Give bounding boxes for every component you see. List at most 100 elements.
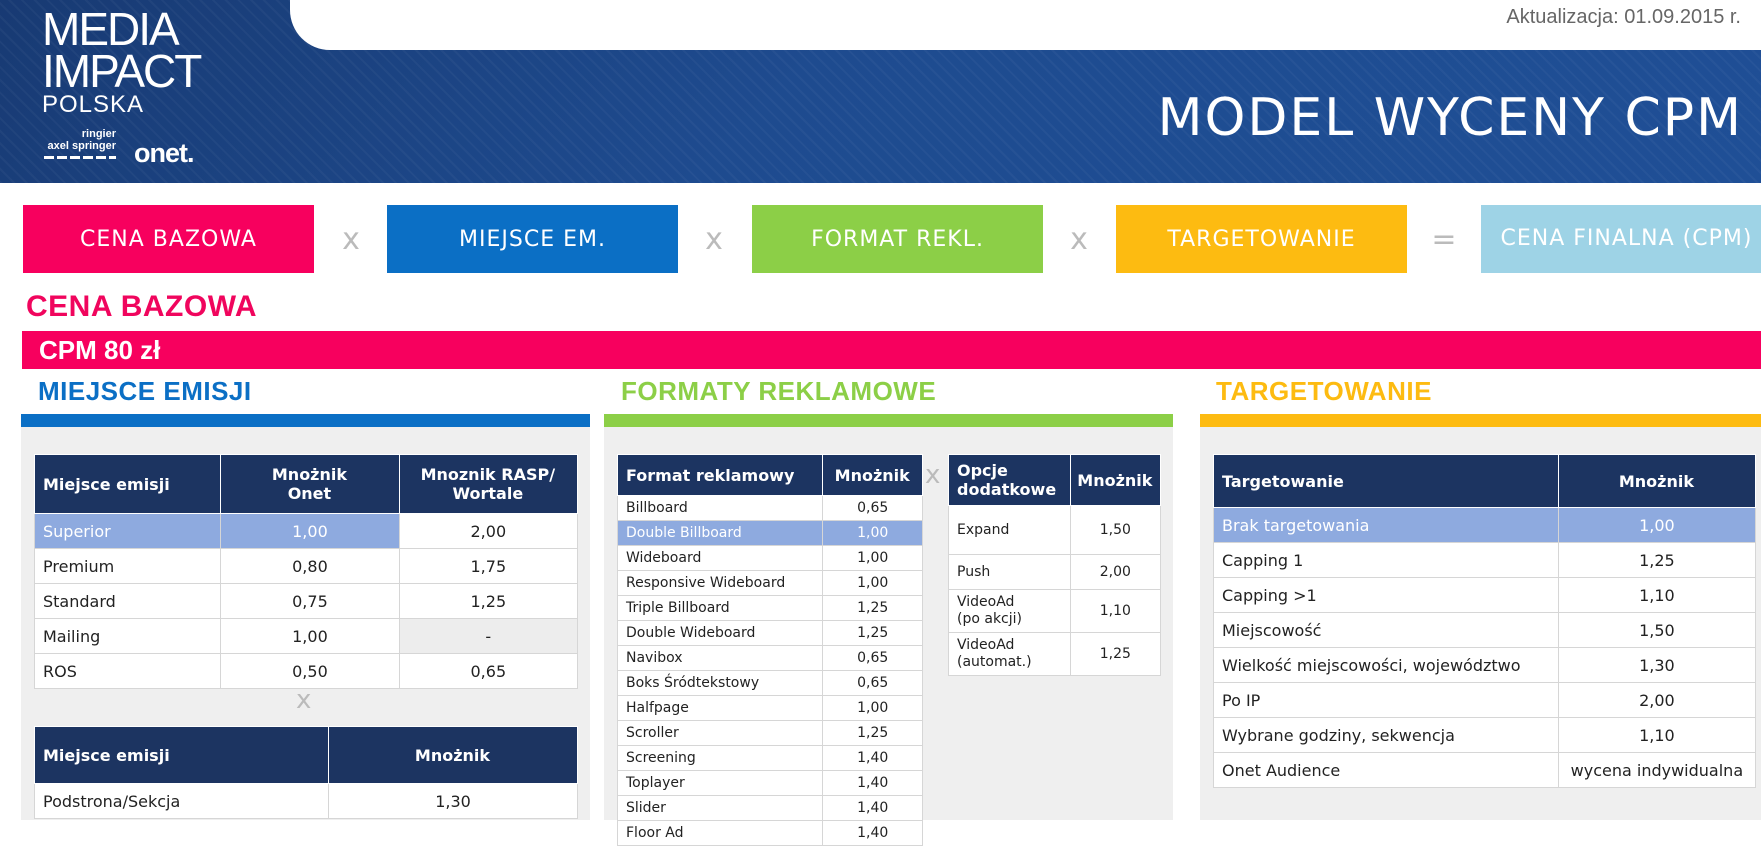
table-cell: - — [398, 618, 579, 654]
table-cell: 1,25 — [822, 720, 923, 746]
table-cell: Scroller — [616, 720, 824, 746]
formaty-operator: x — [925, 460, 941, 490]
table-row: Boks Śródtekstowy 0,65 — [616, 670, 923, 696]
column-header: Mnożnik — [1557, 454, 1757, 508]
logo-axel-springer: axel springer — [47, 140, 116, 152]
formula-box-4: CENA FINALNA (CPM) — [1481, 205, 1761, 273]
formaty-reklamowe-title: FORMATY REKLAMOWE — [621, 376, 937, 406]
table-cell: Onet Audience — [1213, 752, 1559, 788]
column-header: Opcje dodatkowe — [948, 454, 1071, 506]
table-cell: 0,65 — [822, 670, 923, 696]
table-cell: 0,65 — [822, 645, 923, 671]
table-cell: Wybrane godziny, sekwencja — [1213, 717, 1559, 753]
table-cell: 1,00 — [220, 513, 400, 549]
table-cell: ROS — [33, 653, 222, 689]
table-cell: 1,40 — [822, 770, 923, 796]
media-impact-logo: MEDIA IMPACT POLSKA ringier axel springe… — [42, 3, 202, 168]
table-cell: Floor Ad — [616, 820, 824, 846]
table-cell: 0,65 — [822, 495, 923, 521]
miejsce-emisji-table: Miejsce emisji Mnożnik Onet Mnoznik RASP/ … — [33, 454, 579, 689]
table-cell: VideoAd (po akcji) — [948, 589, 1071, 633]
table-cell: Podstrona/Sekcja — [34, 783, 329, 819]
logo-line-media: MEDIA — [42, 3, 180, 55]
header-top-strip — [290, 0, 1761, 50]
table-row: Wybrane godziny, sekwencja 1,10 — [1213, 717, 1757, 753]
table-row: VideoAd (po akcji) 1,10 — [948, 589, 1162, 633]
opcje-dodatkowe-table: Opcje dodatkowe Mnożnik Expand 1,50 Push 2,00… — [948, 454, 1162, 676]
table-cell: 1,40 — [822, 795, 923, 821]
table-cell: VideoAd (automat.) — [948, 632, 1071, 676]
table-row: Slider 1,40 — [616, 795, 923, 821]
table-row: Responsive Wideboard 1,00 — [616, 570, 923, 596]
table-cell: Superior — [33, 513, 222, 549]
cpm-base-price-bar: CPM 80 zł — [22, 331, 1761, 369]
table-cell: 1,25 — [398, 583, 579, 619]
table-cell: Wideboard — [616, 545, 824, 571]
logo-onet: onet. — [134, 138, 194, 168]
table-cell: Standard — [33, 583, 222, 619]
table-cell: Double Billboard — [616, 520, 824, 546]
table-row: Scroller 1,25 — [616, 720, 923, 746]
table-cell: 2,00 — [1557, 682, 1757, 718]
miejsce-emisji-bar — [21, 414, 590, 427]
table-row: Push 2,00 — [948, 554, 1162, 590]
table-cell: wycena indywidualna — [1557, 752, 1757, 788]
update-date: Aktualizacja: 01.09.2015 r. — [1506, 6, 1741, 28]
targetowanie-table: Targetowanie Mnożnik Brak targetowania 1,00… — [1213, 454, 1757, 788]
column-header: Mnoznik RASP/ Wortale — [398, 454, 579, 514]
table-row: Double Wideboard 1,25 — [616, 620, 923, 646]
table-row: Double Billboard 1,00 — [616, 520, 923, 546]
table-cell: Capping 1 — [1213, 542, 1559, 578]
table-cell: 2,00 — [1069, 554, 1162, 590]
column-header: Miejsce emisji — [34, 726, 329, 784]
table-cell: 1,50 — [1557, 612, 1757, 648]
table-cell: Billboard — [616, 495, 824, 521]
table-cell: Triple Billboard — [616, 595, 824, 621]
table-cell: 1,00 — [1557, 507, 1757, 543]
table-cell: 2,00 — [398, 513, 579, 549]
table-cell: Navibox — [616, 645, 824, 671]
table-row: Expand 1,50 — [948, 505, 1162, 555]
formula-box-3: TARGETOWANIE — [1116, 205, 1407, 273]
table-cell: 1,30 — [1557, 647, 1757, 683]
table-row: Navibox 0,65 — [616, 645, 923, 671]
table-row: Triple Billboard 1,25 — [616, 595, 923, 621]
table-cell: Miejscowość — [1213, 612, 1559, 648]
formula-operator-1: x — [705, 222, 723, 257]
cena-bazowa-heading: CENA BAZOWA — [26, 290, 258, 323]
miejsce-operator: x — [296, 685, 312, 715]
column-header: Mnożnik Onet — [220, 454, 400, 514]
table-row: Halfpage 1,00 — [616, 695, 923, 721]
table-row: Toplayer 1,40 — [616, 770, 923, 796]
table-cell: 1,10 — [1557, 577, 1757, 613]
table-cell: Slider — [616, 795, 824, 821]
targetowanie-bar — [1200, 414, 1761, 427]
table-cell: Boks Śródtekstowy — [616, 670, 824, 696]
column-header: Targetowanie — [1213, 454, 1559, 508]
formaty-reklamowe-bar — [604, 414, 1173, 427]
table-row: Mailing 1,00- — [33, 618, 579, 654]
table-cell: 0,50 — [220, 653, 400, 689]
table-cell: 1,25 — [1069, 632, 1162, 676]
formula-operator-0: x — [342, 222, 360, 257]
table-cell: 1,00 — [220, 618, 400, 654]
miejsce-emisji-title: MIEJSCE EMISJI — [38, 376, 252, 406]
table-cell: Halfpage — [616, 695, 824, 721]
table-cell: Toplayer — [616, 770, 824, 796]
column-header: Format reklamowy — [616, 454, 824, 496]
formula-operator-2: x — [1070, 222, 1088, 257]
table-cell: 1,50 — [1069, 505, 1162, 555]
logo-ringier: ringier — [81, 128, 116, 140]
logo-line-polska: POLSKA — [42, 91, 145, 118]
table-cell: Double Wideboard — [616, 620, 824, 646]
table-row: ROS 0,50 0,65 — [33, 653, 579, 689]
targetowanie-title: TARGETOWANIE — [1216, 376, 1432, 406]
table-cell: Wielkość miejscowości, województwo — [1213, 647, 1559, 683]
column-header: Mnożnik — [822, 454, 923, 496]
table-cell: 1,40 — [822, 745, 923, 771]
formaty-table: Format reklamowy Mnożnik Billboard 0,65 Doub… — [616, 454, 923, 846]
formula-operator-3: = — [1431, 222, 1457, 257]
table-row: Floor Ad 1,40 — [616, 820, 923, 846]
table-cell: 1,10 — [1069, 589, 1162, 633]
table-row: Brak targetowania 1,00 — [1213, 507, 1757, 543]
